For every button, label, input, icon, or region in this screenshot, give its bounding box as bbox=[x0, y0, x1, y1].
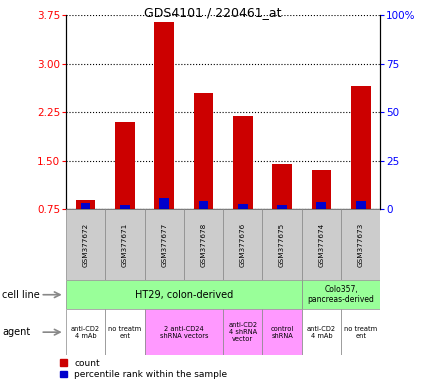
Bar bbox=[159, 198, 169, 258]
Text: Colo357,
pancreas-derived: Colo357, pancreas-derived bbox=[308, 285, 374, 305]
Bar bbox=[277, 205, 287, 258]
Bar bbox=[317, 202, 326, 258]
Text: agent: agent bbox=[2, 327, 30, 337]
Text: control
shRNA: control shRNA bbox=[270, 326, 294, 339]
FancyBboxPatch shape bbox=[302, 280, 380, 309]
Text: GSM377671: GSM377671 bbox=[122, 223, 128, 267]
FancyBboxPatch shape bbox=[66, 309, 105, 355]
Text: cell line: cell line bbox=[2, 290, 40, 300]
FancyBboxPatch shape bbox=[302, 309, 341, 355]
FancyBboxPatch shape bbox=[341, 309, 380, 355]
Bar bbox=[115, 122, 135, 258]
Text: GSM377678: GSM377678 bbox=[201, 223, 207, 267]
Bar bbox=[194, 93, 213, 258]
Bar bbox=[351, 86, 371, 258]
Bar bbox=[312, 170, 331, 258]
Text: GSM377676: GSM377676 bbox=[240, 223, 246, 267]
Text: no treatm
ent: no treatm ent bbox=[108, 326, 142, 339]
Text: GSM377674: GSM377674 bbox=[318, 223, 324, 267]
Bar bbox=[81, 203, 91, 258]
Text: GSM377677: GSM377677 bbox=[161, 223, 167, 267]
FancyBboxPatch shape bbox=[341, 209, 380, 280]
Bar bbox=[76, 200, 95, 258]
Bar bbox=[272, 164, 292, 258]
Text: anti-CD2
4 mAb: anti-CD2 4 mAb bbox=[307, 326, 336, 339]
FancyBboxPatch shape bbox=[302, 209, 341, 280]
FancyBboxPatch shape bbox=[66, 209, 105, 280]
Text: GSM377675: GSM377675 bbox=[279, 223, 285, 267]
Text: GSM377673: GSM377673 bbox=[358, 223, 364, 267]
Text: HT29, colon-derived: HT29, colon-derived bbox=[135, 290, 233, 300]
Text: anti-CD2
4 mAb: anti-CD2 4 mAb bbox=[71, 326, 100, 339]
Bar bbox=[198, 201, 208, 258]
FancyBboxPatch shape bbox=[144, 209, 184, 280]
FancyBboxPatch shape bbox=[105, 309, 144, 355]
Text: GDS4101 / 220461_at: GDS4101 / 220461_at bbox=[144, 6, 281, 19]
Bar bbox=[233, 116, 252, 258]
FancyBboxPatch shape bbox=[262, 209, 302, 280]
Text: no treatm
ent: no treatm ent bbox=[344, 326, 377, 339]
FancyBboxPatch shape bbox=[223, 209, 262, 280]
Bar bbox=[120, 205, 130, 258]
Text: 2 anti-CD24
shRNA vectors: 2 anti-CD24 shRNA vectors bbox=[159, 326, 208, 339]
FancyBboxPatch shape bbox=[66, 280, 302, 309]
FancyBboxPatch shape bbox=[105, 209, 144, 280]
FancyBboxPatch shape bbox=[223, 309, 262, 355]
FancyBboxPatch shape bbox=[184, 209, 223, 280]
FancyBboxPatch shape bbox=[262, 309, 302, 355]
Bar bbox=[238, 204, 248, 258]
FancyBboxPatch shape bbox=[144, 309, 223, 355]
Text: anti-CD2
4 shRNA
vector: anti-CD2 4 shRNA vector bbox=[228, 322, 258, 342]
Bar bbox=[356, 201, 366, 258]
Bar bbox=[154, 22, 174, 258]
Text: GSM377672: GSM377672 bbox=[82, 223, 88, 267]
Legend: count, percentile rank within the sample: count, percentile rank within the sample bbox=[60, 359, 227, 379]
